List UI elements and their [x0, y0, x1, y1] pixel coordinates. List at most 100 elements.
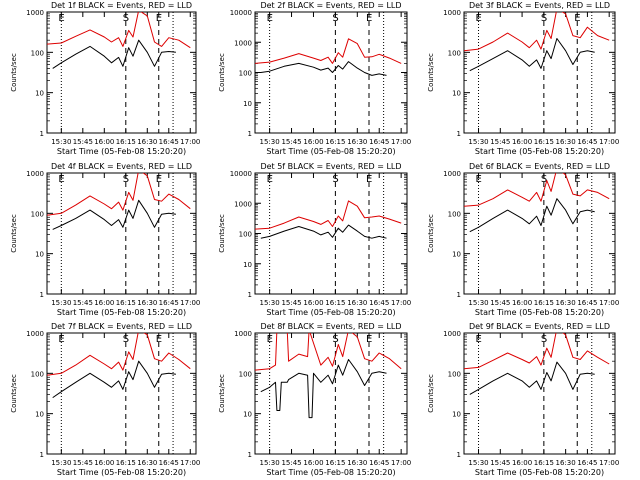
x-tick-label: 16:30	[347, 138, 367, 146]
x-tick-label: 16:45	[577, 138, 597, 146]
plot-frame	[46, 332, 197, 455]
panel-det-2f: Det 2f BLACK = Events, RED = LLD 1 10 100 10…	[218, 1, 411, 156]
flag-label: E	[156, 13, 162, 24]
x-tick-label: 16:15	[116, 299, 136, 307]
y-tick-label: 10	[452, 411, 461, 419]
y-axis-label: Counts/sec	[427, 53, 435, 92]
x-tick-label: 17:00	[391, 299, 411, 307]
x-tick-label: 16:45	[159, 299, 179, 307]
x-tick-label: 15:45	[281, 299, 301, 307]
x-tick-label: 16:15	[534, 138, 554, 146]
x-tick-label: 15:45	[281, 138, 301, 146]
flag-label: S	[541, 174, 547, 185]
x-tick-label: 15:30	[468, 459, 488, 467]
panel-title: Det 7f BLACK = Events, RED = LLD	[51, 322, 192, 331]
y-tick-label: 100	[448, 49, 461, 57]
panel-title: Det 8f BLACK = Events, RED = LLD	[260, 322, 401, 331]
y-tick-label: 100	[31, 49, 44, 57]
flag-label: E	[366, 13, 372, 24]
x-tick-label: 16:30	[137, 299, 157, 307]
plot-frame	[463, 332, 616, 455]
y-tick-label: 1000	[234, 39, 252, 47]
panel-title: Det 5f BLACK = Events, RED = LLD	[260, 162, 401, 171]
flag-label: E	[574, 174, 580, 185]
flag-label: E	[156, 334, 162, 345]
y-tick-label: 10000	[230, 9, 252, 17]
y-tick-label: 1	[40, 291, 44, 299]
flag-label: E	[267, 334, 273, 345]
lld-series-line	[47, 333, 191, 376]
x-tick-label: 16:00	[303, 459, 323, 467]
lld-series-line	[255, 200, 402, 230]
events-series-line	[469, 361, 595, 395]
y-tick-label: 1000	[443, 9, 461, 17]
y-tick-label: 100	[239, 370, 252, 378]
plot-frame	[46, 11, 197, 134]
panel-det-5f: Det 5f BLACK = Events, RED = LLD 1 10 100 10…	[218, 162, 411, 317]
y-tick-label: 100	[239, 70, 252, 78]
flag-label: S	[332, 13, 338, 24]
x-tick-label: 15:45	[281, 459, 301, 467]
x-tick-label: 16:30	[347, 459, 367, 467]
flag-label: E	[476, 13, 482, 24]
y-tick-label: 1000	[26, 170, 44, 178]
x-tick-label: 15:45	[490, 299, 510, 307]
y-tick-label: 100	[31, 210, 44, 218]
x-tick-label: 15:45	[73, 138, 93, 146]
y-tick-label: 1	[457, 291, 461, 299]
events-series-line	[52, 39, 176, 69]
flag-label: E	[267, 174, 273, 185]
panel-det-8f: Det 8f BLACK = Events, RED = LLD 1 10 100 10…	[218, 322, 411, 477]
y-tick-label: 10	[35, 411, 44, 419]
flag-label: E	[574, 334, 580, 345]
x-tick-label: 16:45	[369, 138, 389, 146]
x-tick-label: 16:15	[116, 459, 136, 467]
y-tick-label: 1	[248, 451, 252, 459]
x-tick-label: 16:00	[94, 459, 114, 467]
panel-det-1f: Det 1f BLACK = Events, RED = LLD 1 10 100 10…	[10, 1, 200, 156]
flag-label: E	[574, 13, 580, 24]
flag-label: E	[58, 334, 64, 345]
x-axis-label: Start Time (05-Feb-08 15:20:20)	[266, 308, 395, 317]
x-tick-label: 16:15	[534, 299, 554, 307]
panel-det-6f: Det 6f BLACK = Events, RED = LLD 1 10 100 10…	[427, 162, 619, 317]
y-tick-label: 1	[40, 130, 44, 138]
flag-label: S	[541, 334, 547, 345]
y-tick-label: 100	[239, 231, 252, 239]
y-tick-label: 10	[35, 251, 44, 259]
events-series-line	[52, 360, 176, 399]
flag-label: S	[123, 334, 129, 345]
x-tick-label: 15:30	[51, 138, 71, 146]
events-series-line	[260, 61, 387, 76]
x-axis-label: Start Time (05-Feb-08 15:20:20)	[266, 147, 395, 156]
x-tick-label: 16:15	[116, 138, 136, 146]
x-tick-label: 16:15	[325, 459, 345, 467]
x-tick-label: 15:45	[73, 459, 93, 467]
y-tick-label: 1000	[26, 9, 44, 17]
y-axis-label: Counts/sec	[218, 374, 226, 413]
x-tick-label: 15:45	[490, 459, 510, 467]
y-tick-label: 1000	[26, 330, 44, 338]
x-tick-label: 17:00	[599, 459, 619, 467]
y-axis-label: Counts/sec	[427, 374, 435, 413]
y-tick-label: 100	[448, 370, 461, 378]
y-axis-label: Counts/sec	[10, 374, 18, 413]
panel-title: Det 6f BLACK = Events, RED = LLD	[469, 162, 610, 171]
x-tick-label: 16:15	[534, 459, 554, 467]
flag-label: E	[156, 174, 162, 185]
panel-det-9f: Det 9f BLACK = Events, RED = LLD 1 10 100 10…	[427, 322, 619, 477]
flag-label: E	[366, 334, 372, 345]
flag-label: E	[476, 334, 482, 345]
lld-series-line	[464, 333, 610, 370]
x-tick-label: 16:00	[303, 299, 323, 307]
x-axis-label: Start Time (05-Feb-08 15:20:20)	[57, 308, 186, 317]
flag-label: S	[123, 13, 129, 24]
x-tick-label: 16:00	[512, 138, 532, 146]
x-tick-label: 16:45	[577, 299, 597, 307]
lld-series-line	[47, 173, 191, 216]
plot-frame	[463, 11, 616, 134]
lld-series-line	[255, 333, 402, 371]
x-tick-label: 15:30	[260, 459, 280, 467]
flag-label: E	[58, 13, 64, 24]
y-axis-label: Counts/sec	[218, 214, 226, 253]
